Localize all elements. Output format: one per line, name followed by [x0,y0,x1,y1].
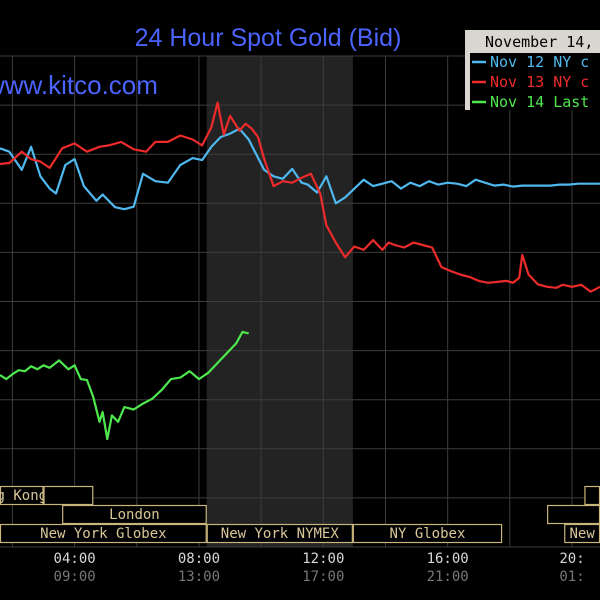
x-axis-ticks: 04:00 09:00 08:00 13:00 12:00 17:00 16:00 21:00… [54,551,585,585]
session-label: NY Globex [390,526,466,542]
x-tick-label: 12:00 [302,551,344,567]
series-line-2 [0,101,600,293]
x-tick-label: 20: [559,551,584,567]
x-tick-label: 16:00 [427,551,469,567]
session-bars: g Kong London New York Globex New York NYME… [0,485,600,544]
x-tick-label-alt: 21:00 [427,569,469,585]
series-line-1 [0,127,600,211]
session-bar [206,523,353,544]
chart-title: 24 Hour Spot Gold (Bid) [135,24,402,52]
x-tick-label-alt: 01: [559,569,584,585]
session-label: London [109,507,160,523]
session-bar [547,504,600,525]
x-tick-label: 04:00 [54,551,96,567]
session-bar [352,523,503,544]
session-bar [62,504,207,525]
legend-label: Nov 14 Last [490,93,589,111]
session-label: g Kong [0,488,47,504]
grid [0,55,600,548]
session-label: New York NYMEX [221,526,340,542]
session-bar [0,485,44,506]
legend-label: Nov 13 NY c [490,73,589,91]
x-tick-label-alt: 13:00 [178,569,220,585]
brand-watermark: www.kitco.com [0,70,158,100]
series-layer [0,101,600,441]
date-label: November 14, [485,33,593,51]
session-label: New York Globex [40,526,166,542]
session-bar [584,485,600,506]
session-bar [43,485,94,506]
x-tick-label-alt: 09:00 [54,569,96,585]
legend-label: Nov 12 NY c [490,53,589,71]
legend-entries: Nov 12 NY c Nov 13 NY c Nov 14 Last [472,53,589,111]
x-tick-label: 08:00 [178,551,220,567]
legend-inner [470,53,600,110]
session-bar [0,523,207,544]
x-tick-label-alt: 17:00 [302,569,344,585]
series-line-3 [0,330,249,441]
session-label: New [569,526,595,542]
